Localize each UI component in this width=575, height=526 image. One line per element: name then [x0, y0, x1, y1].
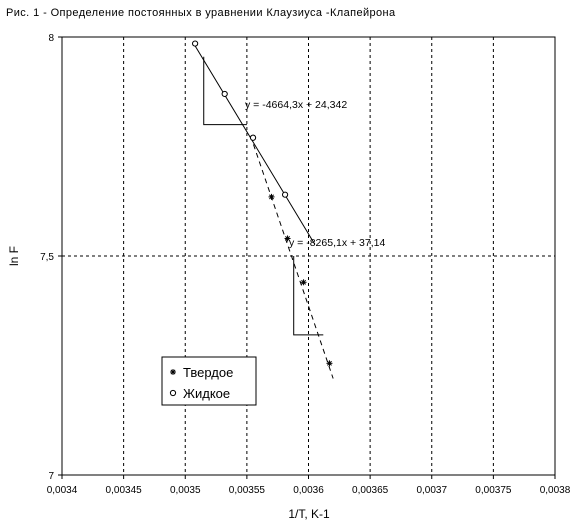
legend-label-liquid: Жидкое — [183, 386, 230, 401]
legend-symbol-solid — [170, 369, 176, 375]
data-point-liquid — [221, 90, 228, 98]
data-point-solid — [326, 360, 333, 367]
equation-liquid: y = -4664,3x + 24,342 — [245, 99, 347, 111]
legend: Твердое Жидкое — [161, 356, 257, 406]
x-tick-label: 0,0038 — [540, 485, 571, 496]
legend-symbol-liquid — [169, 389, 177, 397]
data-point-liquid — [249, 134, 257, 141]
slope-triangle — [203, 56, 247, 126]
legend-label-solid: Твердое — [183, 365, 233, 380]
data-point-solid — [268, 193, 275, 200]
y-axis-label: ln F — [7, 246, 21, 266]
slope-triangles — [203, 56, 324, 336]
x-tick-label: 0,00345 — [106, 485, 143, 496]
x-axis-label: 1/T, K-1 — [288, 507, 330, 521]
slope-triangle — [293, 256, 324, 336]
equation-solid: y = -8265,1x + 37,14 — [289, 237, 385, 249]
x-axis-ticks: 0,0034 0,00345 0,0035 0,00355 0,0036 0,00365 0… — [47, 475, 571, 496]
x-tick-label: 0,00375 — [475, 485, 512, 496]
data-point-solid — [284, 235, 291, 242]
data-point-liquid — [281, 191, 289, 198]
legend-marker-liquid — [169, 389, 177, 397]
x-tick-label: 0,0037 — [416, 485, 447, 496]
trendline-solid — [250, 135, 334, 379]
data-markers — [192, 40, 333, 367]
y-tick-label: 7 — [48, 471, 54, 482]
grid — [62, 37, 555, 475]
x-tick-label: 0,0034 — [47, 485, 78, 496]
x-tick-label: 0,00365 — [352, 485, 389, 496]
trendline-liquid — [194, 45, 316, 245]
y-tick-label: 8 — [48, 33, 54, 44]
x-tick-label: 0,0035 — [170, 485, 201, 496]
y-tick-label: 7,5 — [40, 252, 54, 263]
x-tick-label: 0,0036 — [293, 485, 324, 496]
x-tick-label: 0,00355 — [229, 485, 266, 496]
trendlines — [194, 45, 334, 379]
legend-marker-solid — [170, 369, 176, 375]
legend-box — [161, 356, 257, 406]
data-point-liquid — [192, 40, 199, 47]
data-point-solid — [300, 279, 307, 286]
y-axis-ticks: 77,58 — [40, 33, 62, 482]
chart-title: Рис. 1 - Определение постоянных в уравне… — [6, 7, 396, 19]
